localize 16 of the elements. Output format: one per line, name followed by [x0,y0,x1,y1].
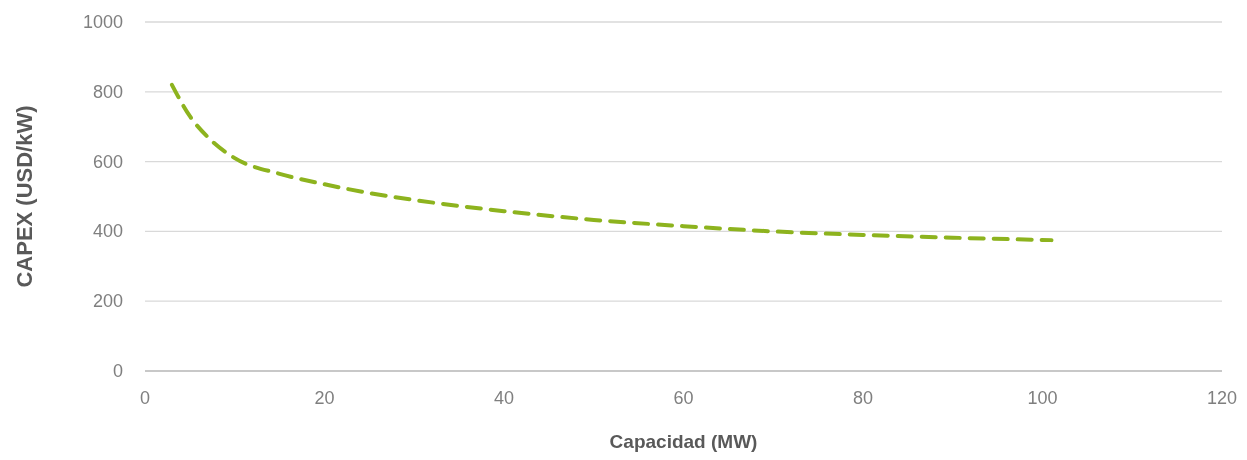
x-tick-label: 40 [493,388,515,408]
y-tick-label: 1000 [82,12,123,32]
y-tick-label: 0 [112,361,123,381]
line-series [169,82,1054,243]
x-tick-label: 100 [1027,388,1058,408]
x-tick-label: 20 [314,388,335,408]
x-tick-label: 0 [139,388,151,408]
x-axis-title: Capacidad (MW) [609,431,758,452]
y-tick-label: 200 [92,291,123,312]
y-axis-title: CAPEX (USD/kW) [12,105,37,288]
x-tick-label: 60 [673,388,694,408]
y-tick-label: 800 [92,81,123,102]
y-tick-label: 600 [92,151,123,172]
y-tick-label: 400 [92,221,123,242]
x-tick-label: 80 [852,388,874,408]
x-tick-label: 120 [1206,388,1238,408]
